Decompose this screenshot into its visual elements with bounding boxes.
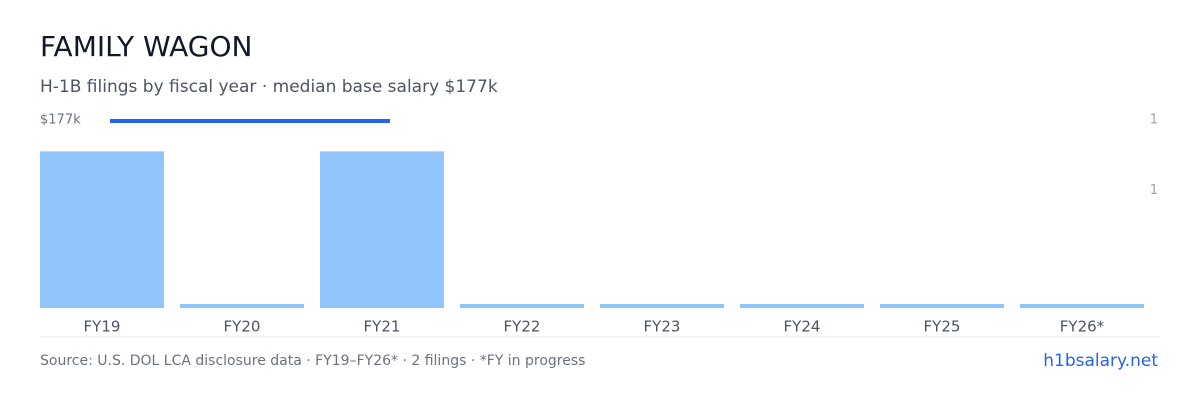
x-tick-label: FY22	[504, 318, 541, 336]
x-tick-label: FY19	[84, 318, 121, 336]
chart-subtitle: H-1B filings by fiscal year · median bas…	[40, 77, 498, 97]
bar	[1020, 304, 1144, 308]
x-tick-label: FY24	[784, 318, 821, 336]
x-tick-label: FY20	[224, 318, 261, 336]
footer: Source: U.S. DOL LCA disclosure data · F…	[40, 353, 585, 369]
bar	[180, 304, 304, 308]
bar	[740, 304, 864, 308]
brand-link[interactable]: h1bsalary.net	[1043, 351, 1158, 371]
x-tick-label: FY26*	[1060, 318, 1105, 336]
bar	[880, 304, 1004, 308]
chart-title: FAMILY WAGON	[40, 30, 253, 63]
y-tick-label: 1	[1150, 113, 1158, 128]
y-tick-label: 1	[1150, 183, 1158, 198]
salary-label: $177k	[40, 113, 81, 128]
bar	[600, 304, 724, 308]
x-tick-label: FY21	[364, 318, 401, 336]
bar	[40, 151, 164, 308]
bar	[460, 304, 584, 308]
x-tick-label: FY23	[644, 318, 681, 336]
x-tick-label: FY25	[924, 318, 961, 336]
bar	[320, 151, 444, 308]
